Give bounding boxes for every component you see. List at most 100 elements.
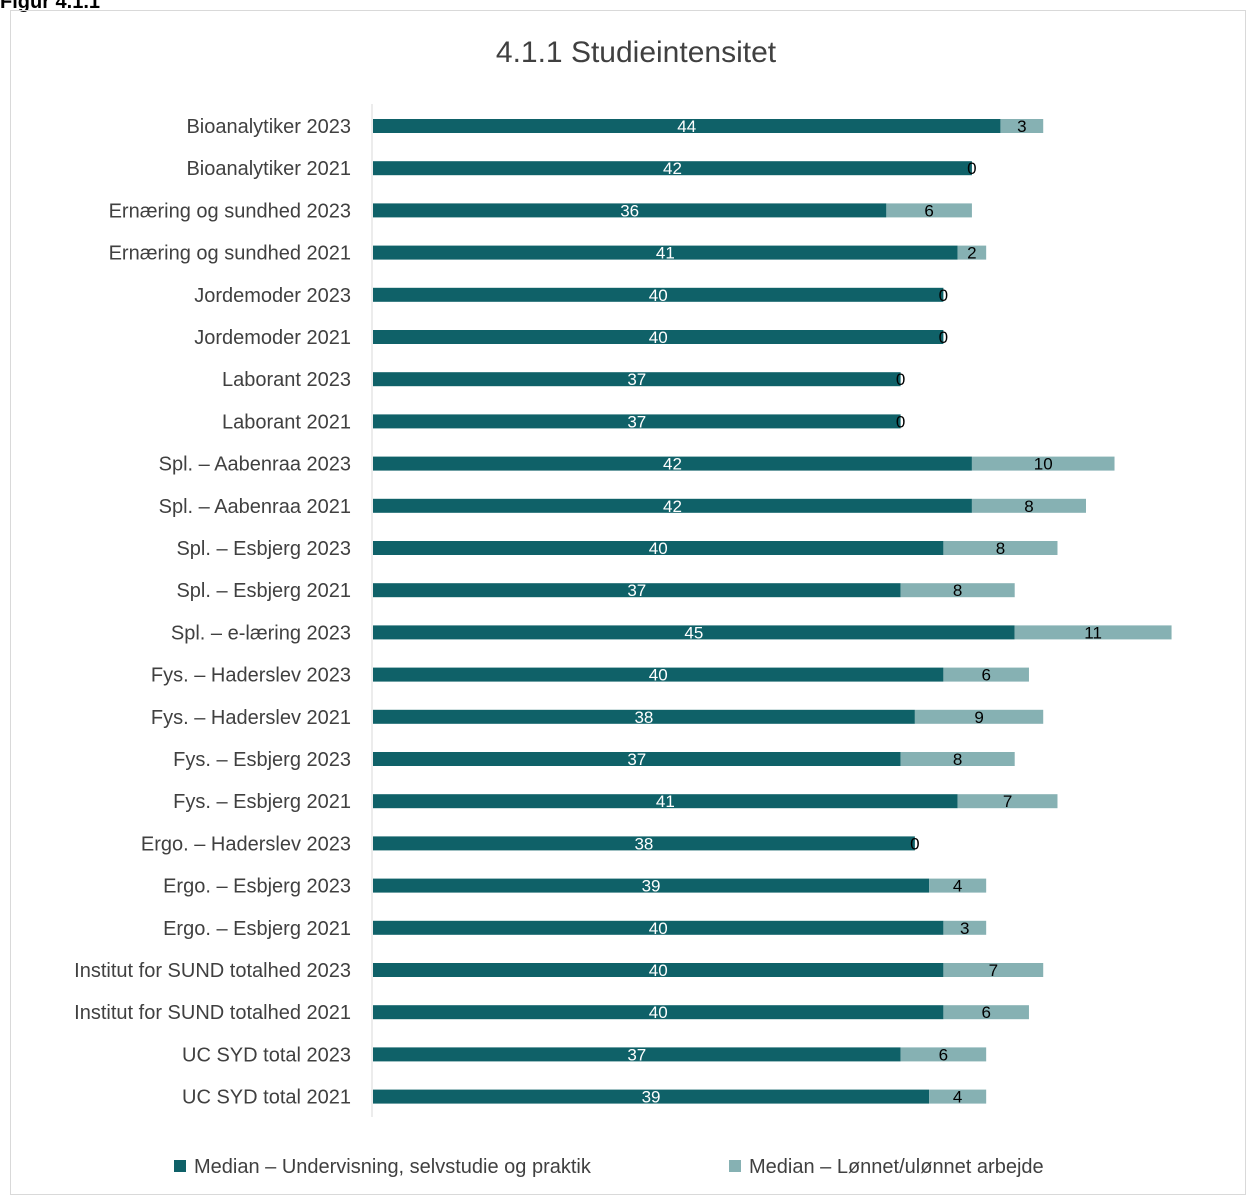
bar-segment-undervisning [373, 372, 901, 387]
category-label: Ergo. – Haderslev 2023 [141, 833, 351, 855]
bar-segment-arbejde [1000, 119, 1044, 133]
data-label-undervisning: 37 [627, 412, 646, 431]
data-label-arbejde: 7 [1003, 792, 1012, 811]
data-label-undervisning: 38 [634, 708, 653, 727]
category-label: Spl. – Aabenraa 2023 [159, 454, 351, 476]
data-label-arbejde: 8 [953, 581, 962, 600]
data-label-undervisning: 42 [663, 159, 682, 178]
data-label-arbejde: 6 [981, 666, 990, 685]
bar-segment-arbejde [943, 541, 1058, 555]
category-label: Ergo. – Esbjerg 2023 [163, 876, 351, 898]
data-label-undervisning: 41 [656, 792, 675, 811]
category-label: Jordemoder 2023 [194, 285, 351, 307]
category-label: Bioanalytiker 2023 [186, 116, 351, 138]
bar-segment-arbejde [929, 1089, 987, 1104]
category-label: Spl. – Esbjerg 2023 [176, 538, 351, 560]
legend-swatch [174, 1160, 186, 1172]
bar-segment-undervisning [373, 1089, 930, 1104]
data-label-undervisning: 44 [677, 117, 696, 136]
bar-segment-undervisning [373, 287, 944, 302]
bar-segment-undervisning [373, 752, 901, 766]
bar-segment-undervisning [373, 414, 901, 429]
bar-segment-undervisning [373, 456, 972, 471]
bar-segment-arbejde [929, 878, 987, 893]
data-label-undervisning: 40 [649, 286, 668, 305]
category-label: Institut for SUND totalhed 2021 [74, 1002, 351, 1024]
category-label: UC SYD total 2023 [182, 1044, 351, 1066]
data-label-arbejde: 0 [939, 286, 948, 305]
data-label-arbejde: 6 [981, 1003, 990, 1022]
chart-title: 4.1.1 Studieintensitet [496, 36, 777, 69]
legend-label: Median – Undervisning, selvstudie og pra… [194, 1156, 592, 1178]
data-label-undervisning: 41 [656, 244, 675, 263]
category-label: Ernæring og sundhed 2021 [109, 243, 351, 265]
data-label-undervisning: 42 [663, 455, 682, 474]
chart-frame [10, 10, 1246, 1195]
data-label-arbejde: 0 [896, 412, 905, 431]
bar-segment-arbejde [900, 1047, 987, 1062]
category-label: Spl. – e-læring 2023 [171, 622, 351, 644]
bar-segment-undervisning [373, 836, 915, 851]
data-label-arbejde: 2 [967, 244, 976, 263]
data-label-undervisning: 37 [627, 750, 646, 769]
legend-label: Median – Lønnet/ulønnet arbejde [749, 1156, 1044, 1178]
bar-segment-undervisning [373, 161, 972, 176]
bar-segment-undervisning [373, 330, 944, 344]
category-label: Fys. – Esbjerg 2023 [173, 749, 351, 771]
data-label-undervisning: 39 [642, 877, 661, 896]
bar-segment-arbejde [957, 245, 987, 260]
figure-caption: Figur 4.1.1 [0, 0, 101, 13]
bar-segment-undervisning [373, 794, 958, 809]
bar-segment-arbejde [900, 583, 1015, 598]
data-label-arbejde: 6 [939, 1045, 948, 1064]
data-label-arbejde: 9 [974, 708, 983, 727]
data-label-undervisning: 45 [684, 623, 703, 642]
category-label: Fys. – Haderslev 2021 [151, 707, 351, 729]
data-label-arbejde: 8 [1024, 497, 1033, 516]
bar-segment-undervisning [373, 709, 915, 724]
data-label-arbejde: 11 [1084, 623, 1102, 642]
data-label-arbejde: 0 [939, 328, 948, 347]
category-label: Laborant 2021 [222, 411, 351, 433]
bar-segment-arbejde [900, 752, 1015, 766]
legend: Median – Undervisning, selvstudie og pra… [174, 1156, 1044, 1178]
data-label-undervisning: 40 [649, 666, 668, 685]
data-label-undervisning: 36 [620, 201, 639, 220]
data-label-undervisning: 42 [663, 497, 682, 516]
data-label-arbejde: 3 [1017, 117, 1026, 136]
category-label: Spl. – Aabenraa 2021 [159, 496, 351, 518]
category-label: Institut for SUND totalhed 2023 [74, 960, 351, 982]
data-label-undervisning: 40 [649, 1003, 668, 1022]
data-label-undervisning: 40 [649, 539, 668, 558]
category-label: Laborant 2023 [222, 369, 351, 391]
data-label-arbejde: 0 [967, 159, 976, 178]
data-label-undervisning: 38 [634, 834, 653, 853]
data-label-arbejde: 8 [953, 750, 962, 769]
bar-segment-undervisning [373, 541, 944, 555]
data-label-arbejde: 0 [896, 370, 905, 389]
data-label-undervisning: 40 [649, 961, 668, 980]
bar-segment-undervisning [373, 245, 958, 260]
data-label-arbejde: 6 [924, 201, 933, 220]
bar-segment-arbejde [914, 709, 1044, 724]
bar-segment-undervisning [373, 625, 1015, 640]
category-label: Fys. – Esbjerg 2021 [173, 791, 351, 813]
data-label-undervisning: 40 [649, 328, 668, 347]
bar-segment-undervisning [373, 1005, 944, 1020]
bar-segment-undervisning [373, 920, 944, 935]
bar-segment-arbejde [943, 667, 1029, 682]
category-label: Spl. – Esbjerg 2021 [176, 580, 351, 602]
bar-segment-arbejde [943, 1005, 1029, 1020]
bar-segment-arbejde [1014, 625, 1172, 640]
data-label-undervisning: 40 [649, 919, 668, 938]
bar-segment-undervisning [373, 963, 944, 977]
data-label-arbejde: 4 [953, 1088, 962, 1107]
data-label-undervisning: 39 [642, 1088, 661, 1107]
category-label: Ernæring og sundhed 2023 [109, 200, 351, 222]
bar-segment-arbejde [886, 203, 972, 218]
bar-segment-arbejde [943, 920, 987, 935]
bar-segment-undervisning [373, 1047, 901, 1062]
data-label-undervisning: 37 [627, 370, 646, 389]
